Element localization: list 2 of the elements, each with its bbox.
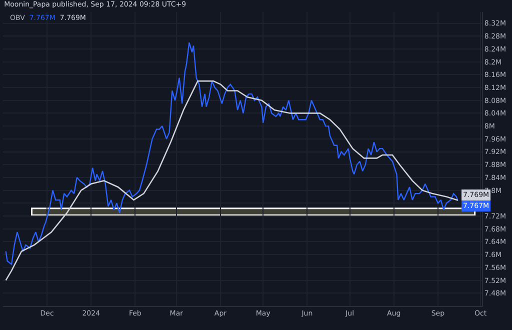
line-series [5,42,458,265]
line-series [5,80,458,281]
